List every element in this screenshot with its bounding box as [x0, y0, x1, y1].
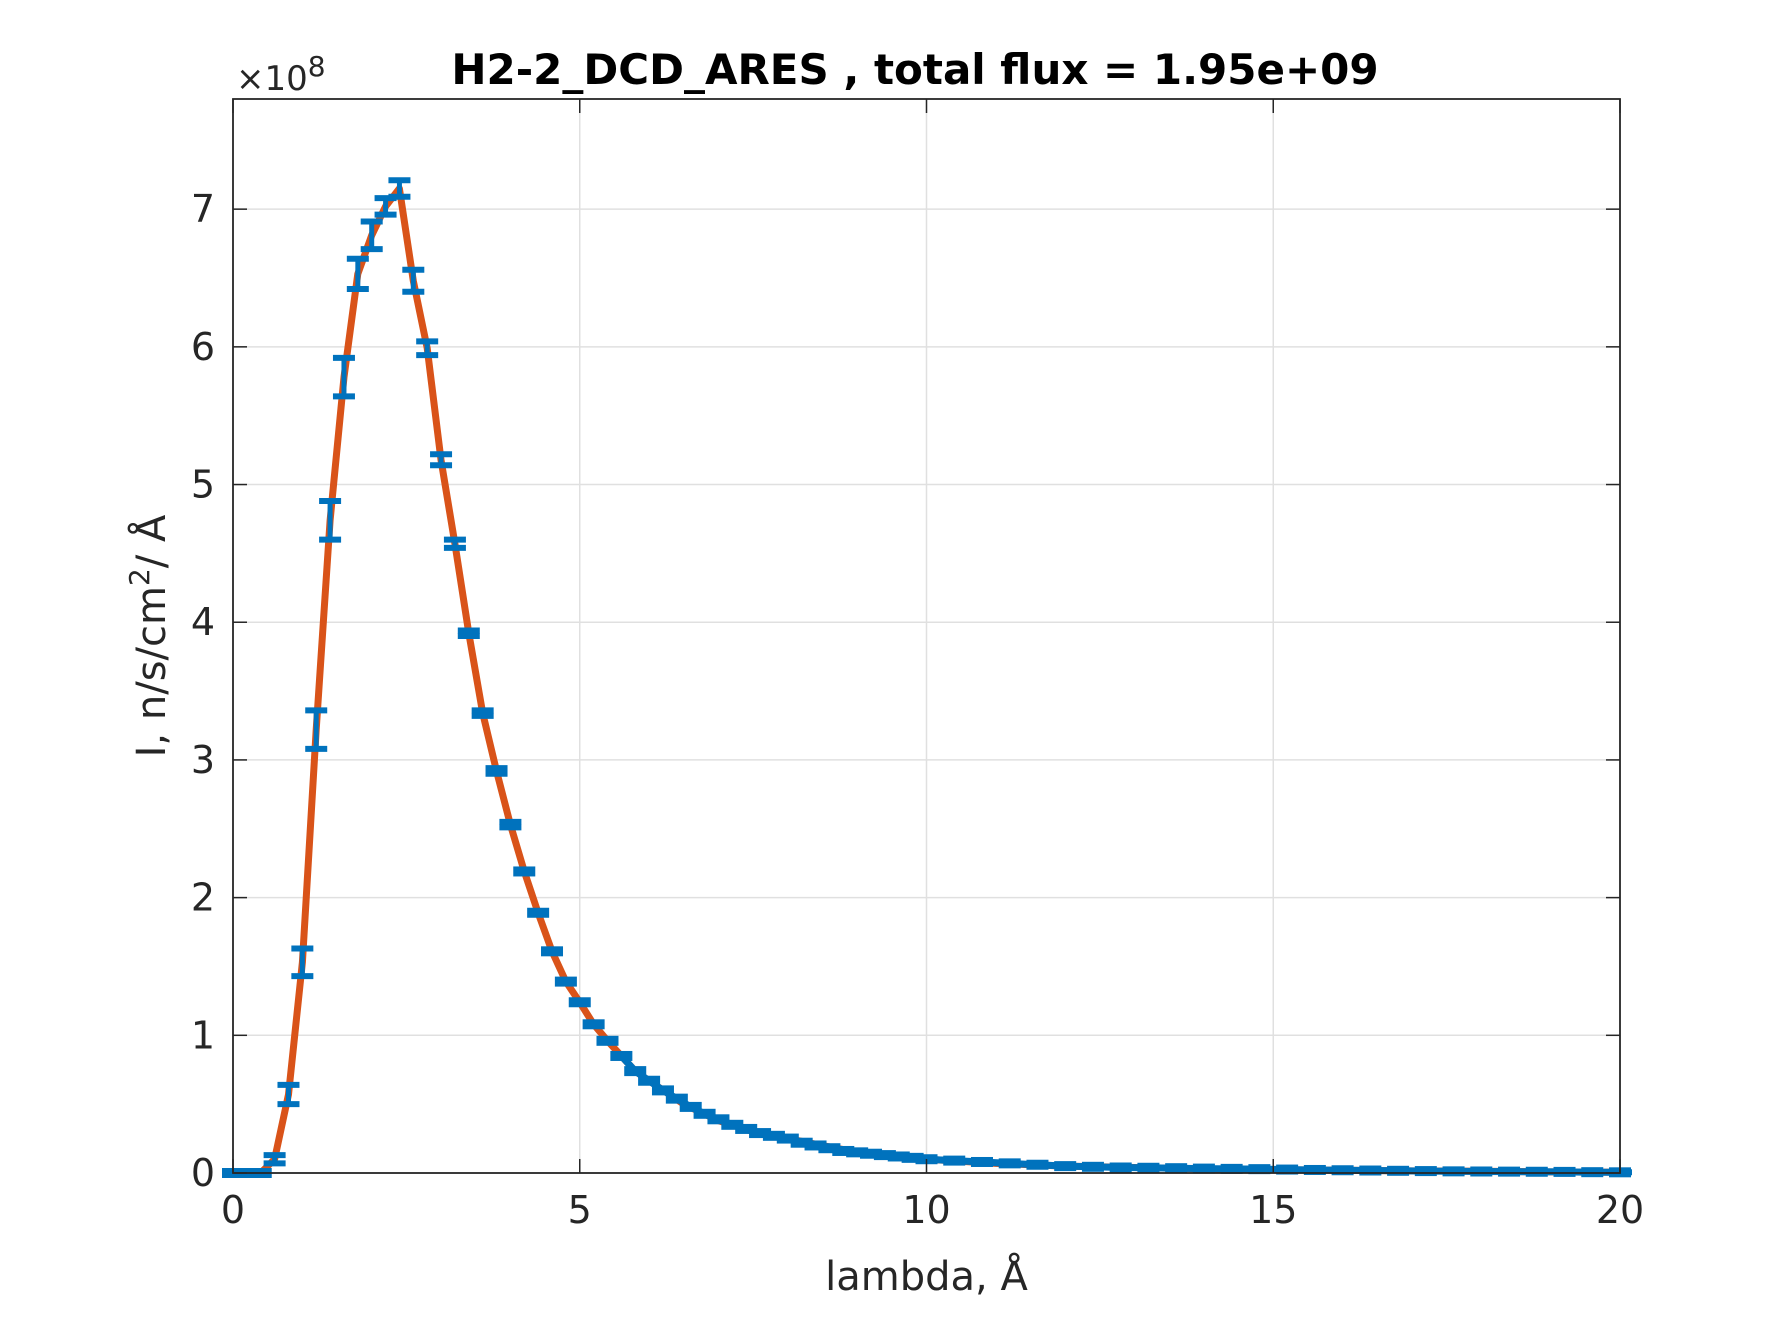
data-point — [568, 997, 591, 1008]
data-marker — [513, 866, 536, 877]
y-tick-label: 7 — [191, 187, 215, 231]
tick-labels: 0 5 10 15 20 0 1 2 3 4 5 6 7 — [191, 187, 1644, 1232]
y-exponent-power: 8 — [308, 50, 326, 83]
y-tick-label: 4 — [191, 600, 215, 644]
data-point — [346, 255, 369, 293]
data-point — [402, 266, 425, 295]
x-tick-label: 20 — [1596, 1188, 1644, 1232]
data-point — [554, 976, 577, 987]
y-axis-label-main: I, n/s/cm — [129, 586, 175, 757]
data-point — [513, 866, 536, 877]
data-marker — [582, 1019, 605, 1030]
y-tick-label: 0 — [191, 1151, 215, 1195]
x-tick-label: 15 — [1249, 1188, 1297, 1232]
y-tick-label: 6 — [191, 325, 215, 369]
data-point — [596, 1035, 619, 1046]
chart-title: H2-2_DCD_ARES , total flux = 1.95e+09 — [451, 45, 1378, 94]
y-tick-label: 1 — [191, 1013, 215, 1057]
data-point — [319, 498, 342, 543]
y-tick-label: 3 — [191, 738, 215, 782]
data-point — [443, 536, 466, 551]
data-point — [332, 354, 355, 400]
data-point — [360, 218, 383, 253]
data-point — [499, 818, 522, 831]
data-point — [527, 907, 550, 918]
y-exponent-label: ×108 — [236, 50, 326, 99]
data-point — [277, 1081, 300, 1108]
data-point — [263, 1152, 286, 1167]
data-marker — [568, 997, 591, 1008]
x-tick-label: 5 — [568, 1188, 592, 1232]
data-tail-line — [618, 1053, 1621, 1176]
data-point — [388, 177, 411, 200]
tick-marks — [232, 99, 1621, 1174]
data-point — [541, 946, 564, 957]
x-tick-label: 10 — [902, 1188, 950, 1232]
data-point — [485, 765, 508, 777]
data-marker — [527, 907, 550, 918]
data-point — [430, 451, 453, 469]
grid-lines — [232, 99, 1621, 1174]
y-tick-label: 2 — [191, 876, 215, 920]
x-tick-label: 0 — [221, 1188, 245, 1232]
data-marker — [596, 1035, 619, 1046]
data-point — [610, 1050, 633, 1061]
y-axis-label-tail: / Å — [127, 514, 175, 568]
data-point — [291, 945, 314, 980]
data-point — [305, 707, 328, 752]
data-point — [457, 627, 480, 639]
y-exponent-base: ×10 — [236, 59, 308, 99]
data-marker — [541, 946, 564, 957]
data-marker — [610, 1050, 633, 1061]
x-axis-label: lambda, Å — [825, 1252, 1028, 1300]
y-axis-label: I, n/s/cm2/ Å — [123, 514, 175, 757]
y-axis-label-sup: 2 — [123, 568, 156, 586]
data-point — [582, 1019, 605, 1030]
data-point — [416, 338, 439, 359]
data-point — [471, 707, 494, 719]
data-marker — [554, 976, 577, 987]
y-tick-label: 5 — [191, 463, 215, 507]
